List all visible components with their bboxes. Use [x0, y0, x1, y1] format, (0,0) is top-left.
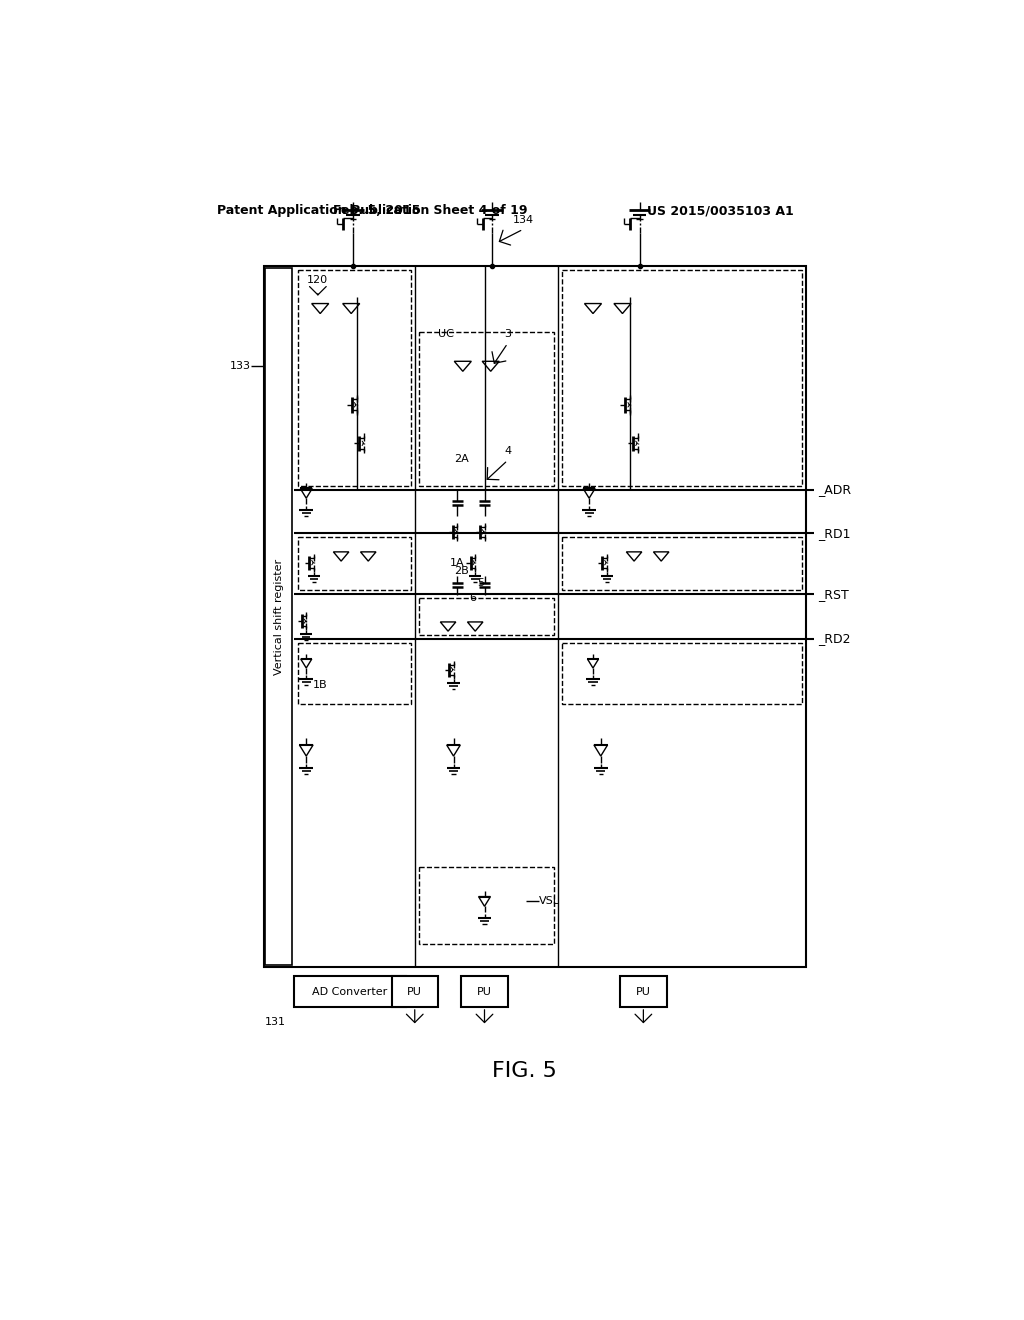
Text: 1A: 1A [451, 557, 465, 568]
Text: 133: 133 [229, 362, 251, 371]
Text: 6: 6 [469, 593, 476, 603]
Bar [562, 643, 802, 705]
Bar [298, 643, 411, 705]
Bar [419, 598, 554, 635]
Bar [298, 271, 411, 486]
Bar [562, 537, 802, 590]
Bar [621, 977, 667, 1007]
Text: 4: 4 [504, 446, 511, 455]
Text: 1B: 1B [313, 680, 328, 690]
Bar [391, 977, 438, 1007]
Text: 2A: 2A [454, 454, 469, 463]
Bar [265, 268, 292, 965]
Text: PU: PU [636, 986, 651, 997]
Text: 120: 120 [307, 275, 329, 285]
Text: 134: 134 [513, 215, 534, 224]
Text: PU: PU [408, 986, 422, 997]
Bar [298, 537, 411, 590]
Bar [419, 867, 554, 944]
Text: UC: UC [438, 329, 454, 339]
Text: PU: PU [477, 986, 492, 997]
Text: _RD1: _RD1 [818, 527, 850, 540]
Bar [562, 271, 802, 486]
Text: VSL: VSL [539, 896, 560, 907]
Bar [294, 977, 407, 1007]
Text: AD Converter: AD Converter [312, 986, 387, 997]
Bar [461, 977, 508, 1007]
Text: _RD2: _RD2 [818, 632, 850, 645]
Text: _RST: _RST [818, 587, 849, 601]
Text: 5: 5 [477, 578, 484, 587]
Text: US 2015/0035103 A1: US 2015/0035103 A1 [647, 205, 794, 218]
Text: FIG. 5: FIG. 5 [493, 1061, 557, 1081]
Text: 131: 131 [265, 1018, 286, 1027]
Bar [419, 331, 554, 486]
Bar [263, 267, 806, 966]
Text: Feb. 5, 2015   Sheet 4 of 19: Feb. 5, 2015 Sheet 4 of 19 [333, 205, 527, 218]
Text: _ADR: _ADR [818, 483, 851, 496]
Text: Vertical shift register: Vertical shift register [273, 558, 284, 675]
Text: Patent Application Publication: Patent Application Publication [217, 205, 429, 218]
Text: 3: 3 [504, 329, 511, 339]
Text: 2B: 2B [454, 566, 469, 576]
